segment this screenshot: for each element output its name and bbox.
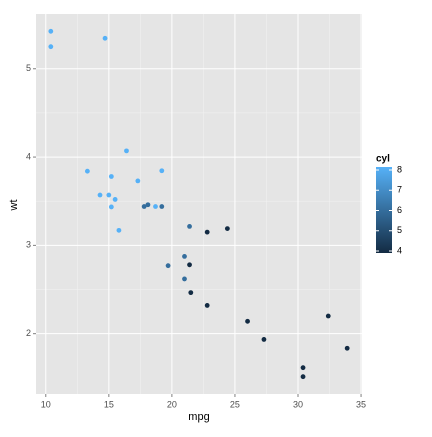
point <box>112 197 118 202</box>
point <box>204 229 210 235</box>
legend-label: 8 <box>397 164 402 174</box>
point <box>124 148 129 154</box>
panel <box>36 14 362 394</box>
point <box>187 262 192 268</box>
point <box>187 223 192 229</box>
y-tick-label: 2 <box>26 328 31 338</box>
point <box>84 168 90 174</box>
point <box>300 365 306 371</box>
point <box>182 276 187 282</box>
y-axis-label: wt <box>8 200 20 212</box>
point <box>204 303 210 308</box>
point <box>102 35 108 41</box>
point <box>165 263 171 269</box>
legend-label: 7 <box>397 185 402 195</box>
point <box>106 192 112 198</box>
point <box>145 202 151 208</box>
x-tick-label: 30 <box>293 399 303 409</box>
y-tick-label: 3 <box>26 240 31 250</box>
point <box>159 168 165 174</box>
legend-label: 6 <box>397 205 402 215</box>
point <box>108 174 114 179</box>
point <box>97 192 103 198</box>
colorbar <box>376 167 392 253</box>
x-tick-label: 25 <box>230 399 240 409</box>
point <box>344 345 350 351</box>
x-tick-label: 35 <box>356 399 366 409</box>
y-tick-label: 4 <box>26 151 31 161</box>
point <box>300 374 306 380</box>
x-axis-label: mpg <box>188 411 209 423</box>
point <box>245 318 250 324</box>
point <box>135 178 141 184</box>
point <box>325 313 331 319</box>
point <box>141 204 147 209</box>
point <box>48 28 54 34</box>
x-tick-label: 20 <box>167 399 177 409</box>
point <box>108 204 114 210</box>
point <box>48 44 54 50</box>
x-tick-label: 10 <box>41 399 51 409</box>
point <box>224 226 230 231</box>
legend-label: 4 <box>397 245 402 255</box>
point <box>159 204 165 209</box>
legend-label: 5 <box>397 225 402 235</box>
point <box>188 290 194 296</box>
point <box>261 337 267 342</box>
legend-title: cyl <box>376 154 390 165</box>
y-tick-label: 5 <box>26 63 31 73</box>
point <box>153 204 158 209</box>
x-tick-label: 15 <box>104 399 114 409</box>
point <box>182 254 187 259</box>
point <box>116 227 122 233</box>
